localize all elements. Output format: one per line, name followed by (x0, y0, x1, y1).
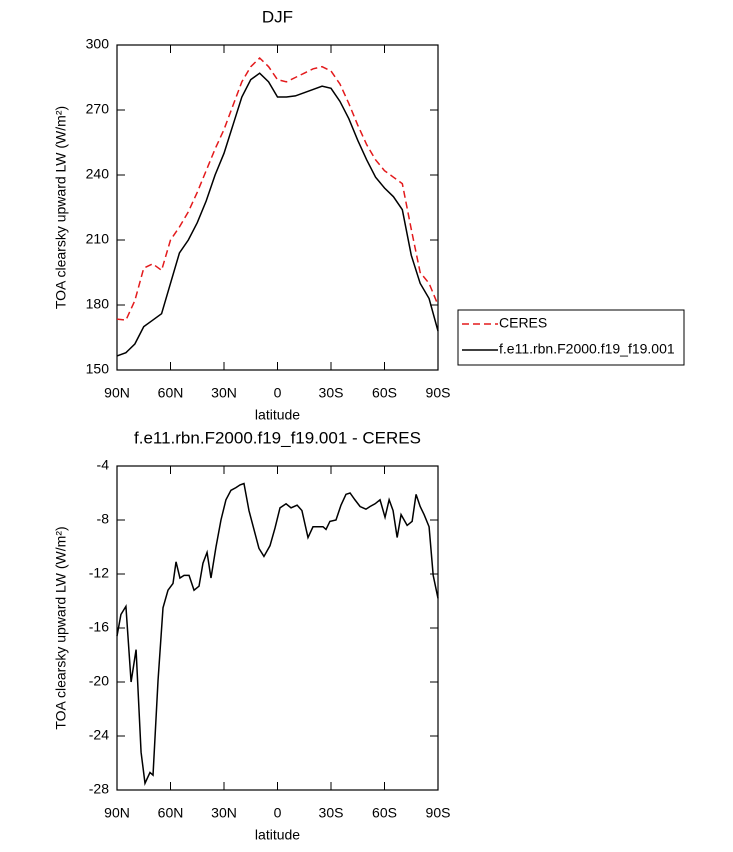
legend: CERES f.e11.rbn.F2000.f19_f19.001 (457, 309, 685, 366)
x-tick-label: 60S (372, 385, 397, 401)
x-tick-label: 30S (319, 805, 344, 821)
x-tick-label: 60N (158, 805, 184, 821)
y-tick-label: -8 (97, 511, 110, 527)
x-tick-label: 90N (104, 805, 130, 821)
data-line (116, 56, 439, 321)
y-tick-label: 180 (86, 296, 110, 312)
x-tick-label: 30N (211, 385, 237, 401)
y-tick-label: -16 (89, 619, 109, 635)
data-line (116, 482, 439, 786)
y-tick-label: 270 (86, 101, 110, 117)
x-axis-label: latitude (255, 827, 300, 843)
x-tick-label: 60S (372, 805, 397, 821)
y-tick-label: -12 (89, 565, 109, 581)
chart-title: f.e11.rbn.F2000.f19_f19.001 - CERES (134, 428, 421, 447)
x-tick-label: 0 (274, 385, 282, 401)
x-tick-label: 90N (104, 385, 130, 401)
plot-frame (116, 44, 439, 371)
chart-title: DJF (262, 7, 293, 26)
legend-box (457, 309, 685, 366)
x-tick-label: 0 (274, 805, 282, 821)
y-tick-label: -24 (89, 727, 109, 743)
y-tick-label: -20 (89, 673, 109, 689)
x-tick-label: 90S (426, 385, 451, 401)
y-tick-label: -4 (97, 457, 110, 473)
y-axis-label: TOA clearsky upward LW (W/m²) (53, 526, 69, 729)
data-line (116, 72, 439, 357)
plot-frame (116, 465, 439, 791)
y-axis-label: TOA clearsky upward LW (W/m²) (53, 106, 69, 309)
legend-label: f.e11.rbn.F2000.f19_f19.001 (499, 341, 675, 357)
y-tick-label: 210 (86, 231, 110, 247)
x-tick-label: 60N (158, 385, 184, 401)
legend-label: CERES (499, 315, 547, 331)
y-tick-label: 240 (86, 166, 110, 182)
x-axis-label: latitude (255, 407, 300, 423)
y-tick-label: 150 (86, 361, 110, 377)
y-tick-label: 300 (86, 36, 110, 52)
y-tick-label: -28 (89, 781, 109, 797)
x-tick-label: 30N (211, 805, 237, 821)
x-tick-label: 30S (319, 385, 344, 401)
x-tick-label: 90S (426, 805, 451, 821)
